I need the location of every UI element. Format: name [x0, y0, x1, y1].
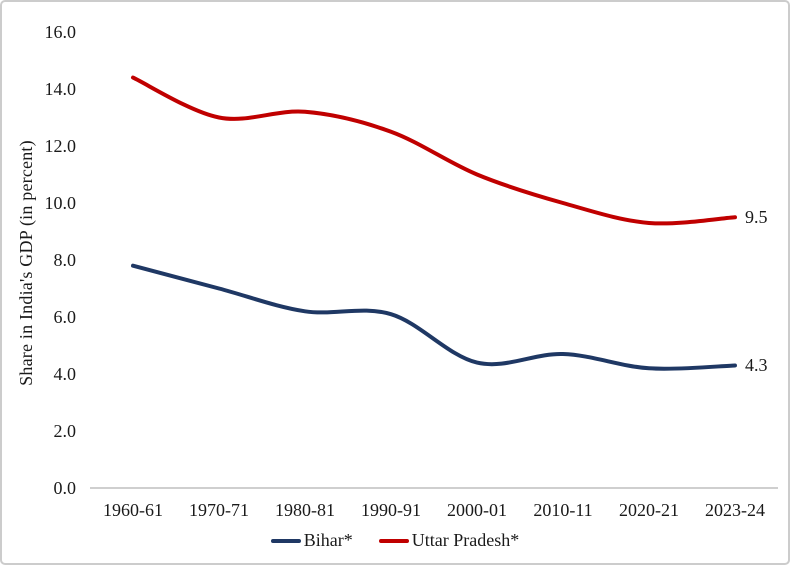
y-tick-label: 0.0 [53, 478, 77, 498]
legend-item-uttar-pradesh: Uttar Pradesh* [378, 530, 520, 551]
end-label-uttar-pradesh: 9.5 [745, 207, 768, 228]
y-tick-label: 12.0 [44, 136, 77, 156]
end-label-bihar: 4.3 [745, 355, 768, 376]
y-tick-label: 6.0 [53, 307, 77, 327]
y-tick-label: 2.0 [53, 421, 77, 441]
x-tick-label: 2010-11 [533, 500, 593, 520]
series-line-uttar-pradesh [131, 75, 737, 226]
series-line-bihar [131, 263, 737, 371]
x-tick-label: 2023-24 [705, 500, 765, 520]
x-tick-label: 1970-71 [189, 500, 249, 520]
y-tick-label: 10.0 [44, 193, 77, 213]
legend: Bihar* Uttar Pradesh* [2, 530, 788, 551]
x-tick-label: 2000-01 [447, 500, 507, 520]
legend-item-bihar: Bihar* [270, 530, 353, 551]
y-tick-label: 14.0 [44, 79, 77, 99]
legend-line-marker-bihar [270, 538, 301, 543]
x-tick-label: 1990-91 [361, 500, 421, 520]
x-tick-label: 2020-21 [619, 500, 679, 520]
y-tick-label: 4.0 [53, 364, 77, 384]
x-tick-label: 1960-61 [103, 500, 163, 520]
x-tick-label: 1980-81 [275, 500, 335, 520]
legend-line-marker-uttar-pradesh [378, 538, 409, 543]
y-tick-label: 16.0 [44, 22, 77, 42]
legend-label-uttar-pradesh: Uttar Pradesh* [411, 530, 520, 550]
legend-label-bihar: Bihar* [303, 530, 353, 550]
y-tick-label: 8.0 [53, 250, 77, 270]
